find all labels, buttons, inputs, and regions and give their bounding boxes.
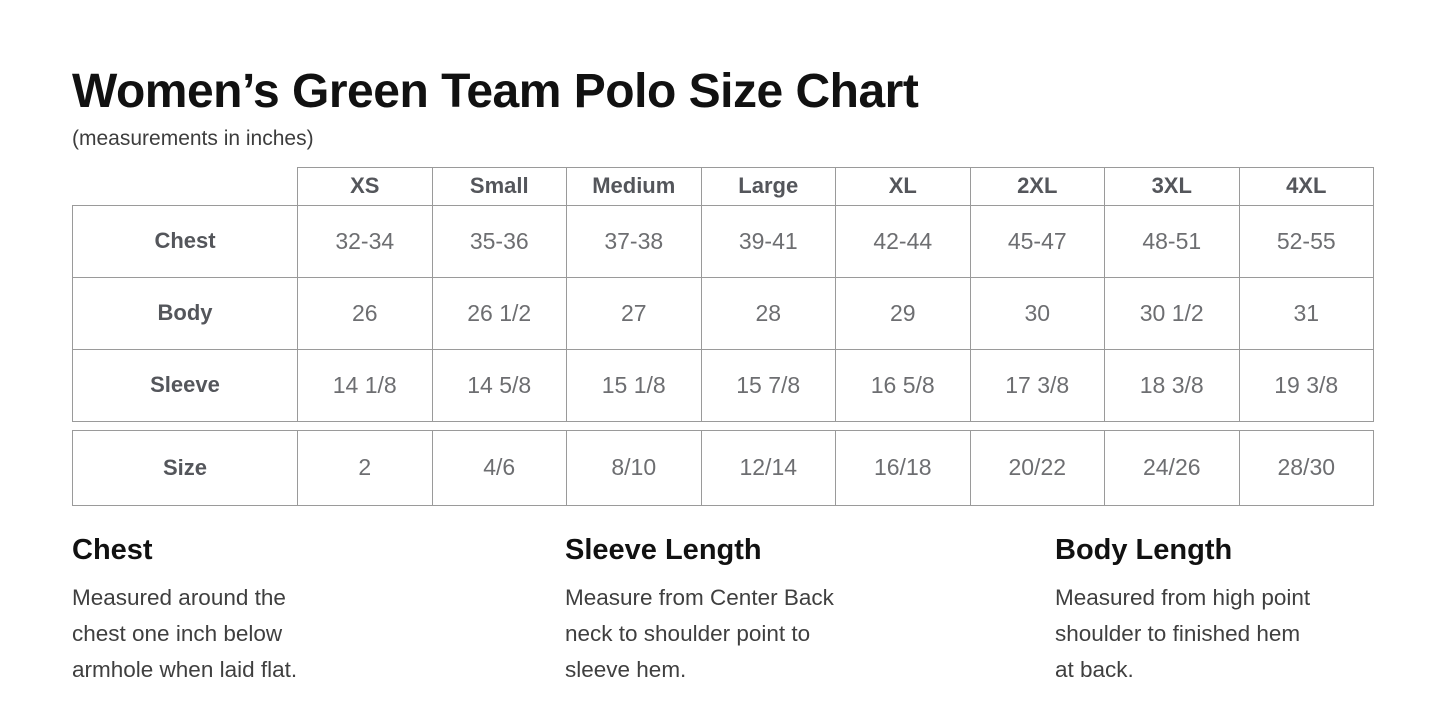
size-value-small: 4/6 — [431, 429, 567, 506]
size-chart-tables: XS Small Medium Large XL 2XL 3XL 4XL Che… — [72, 166, 1374, 506]
size-chart-page: Women’s Green Team Polo Size Chart (meas… — [0, 66, 1445, 688]
column-header-3xl: 3XL — [1104, 166, 1240, 206]
sleeve-value-xs: 14 1/8 — [297, 348, 433, 422]
size-value-medium: 8/10 — [566, 429, 702, 506]
table-row-body: Body 26 26 1/2 27 28 29 30 30 1/2 31 — [72, 276, 1374, 350]
corner-cell — [73, 167, 298, 205]
size-value-4xl: 28/30 — [1238, 429, 1374, 506]
table-row-sleeve: Sleeve 14 1/8 14 5/8 15 1/8 15 7/8 16 5/… — [72, 348, 1374, 422]
chest-value-2xl: 45-47 — [969, 204, 1105, 278]
sleeve-value-large: 15 7/8 — [700, 348, 836, 422]
measurement-notes: Chest Measured around the chest one inch… — [72, 534, 1374, 688]
page-title: Women’s Green Team Polo Size Chart — [72, 65, 919, 118]
note-chest-heading: Chest — [72, 533, 153, 566]
table-row-size: Size 2 4/6 8/10 12/14 16/18 20/22 24/26 … — [72, 429, 1374, 506]
body-value-small: 26 1/2 — [431, 276, 567, 350]
page-subtitle: (measurements in inches) — [72, 126, 314, 150]
column-header-xs: XS — [297, 166, 433, 206]
note-sleeve-length-heading: Sleeve Length — [565, 533, 762, 566]
column-header-2xl: 2XL — [969, 166, 1105, 206]
body-value-xl: 29 — [835, 276, 971, 350]
note-sleeve-length: Sleeve Length Measure from Center Back n… — [565, 534, 1055, 688]
size-row-table: Size 2 4/6 8/10 12/14 16/18 20/22 24/26 … — [72, 429, 1374, 506]
column-header-4xl: 4XL — [1238, 166, 1374, 206]
body-value-large: 28 — [700, 276, 836, 350]
size-value-large: 12/14 — [700, 429, 836, 506]
note-chest-text: Measured around the chest one inch below… — [72, 584, 298, 682]
chest-value-large: 39-41 — [700, 204, 836, 278]
note-body-length-text: Measured from high point shoulder to fin… — [1055, 584, 1311, 682]
size-value-xl: 16/18 — [835, 429, 971, 506]
chest-value-small: 35-36 — [431, 204, 567, 278]
note-body-length: Body Length Measured from high point sho… — [1055, 534, 1374, 688]
chest-value-4xl: 52-55 — [1238, 204, 1374, 278]
body-value-4xl: 31 — [1238, 276, 1374, 350]
body-value-2xl: 30 — [969, 276, 1105, 350]
row-label-body: Body — [72, 276, 298, 350]
table-row-chest: Chest 32-34 35-36 37-38 39-41 42-44 45-4… — [72, 204, 1374, 278]
note-body-length-heading: Body Length — [1055, 533, 1233, 566]
size-value-3xl: 24/26 — [1104, 429, 1240, 506]
body-value-medium: 27 — [566, 276, 702, 350]
sleeve-value-xl: 16 5/8 — [835, 348, 971, 422]
size-header-row: XS Small Medium Large XL 2XL 3XL 4XL — [73, 166, 1374, 206]
sleeve-value-small: 14 5/8 — [431, 348, 567, 422]
sleeve-value-4xl: 19 3/8 — [1238, 348, 1374, 422]
sleeve-value-2xl: 17 3/8 — [969, 348, 1105, 422]
measurements-table: XS Small Medium Large XL 2XL 3XL 4XL Che… — [72, 166, 1374, 422]
size-value-xs: 2 — [297, 429, 433, 506]
chest-value-xl: 42-44 — [835, 204, 971, 278]
sleeve-value-3xl: 18 3/8 — [1104, 348, 1240, 422]
column-header-small: Small — [431, 166, 567, 206]
body-value-3xl: 30 1/2 — [1104, 276, 1240, 350]
row-label-chest: Chest — [72, 204, 298, 278]
row-label-size: Size — [72, 429, 298, 506]
size-value-2xl: 20/22 — [969, 429, 1105, 506]
column-header-xl: XL — [835, 166, 971, 206]
chest-value-3xl: 48-51 — [1104, 204, 1240, 278]
row-label-sleeve: Sleeve — [72, 348, 298, 422]
column-header-large: Large — [700, 166, 836, 206]
chest-value-medium: 37-38 — [566, 204, 702, 278]
sleeve-value-medium: 15 1/8 — [566, 348, 702, 422]
note-chest: Chest Measured around the chest one inch… — [72, 534, 565, 688]
body-value-xs: 26 — [297, 276, 433, 350]
chest-value-xs: 32-34 — [297, 204, 433, 278]
column-header-medium: Medium — [566, 166, 702, 206]
note-sleeve-length-text: Measure from Center Back neck to shoulde… — [565, 584, 834, 682]
